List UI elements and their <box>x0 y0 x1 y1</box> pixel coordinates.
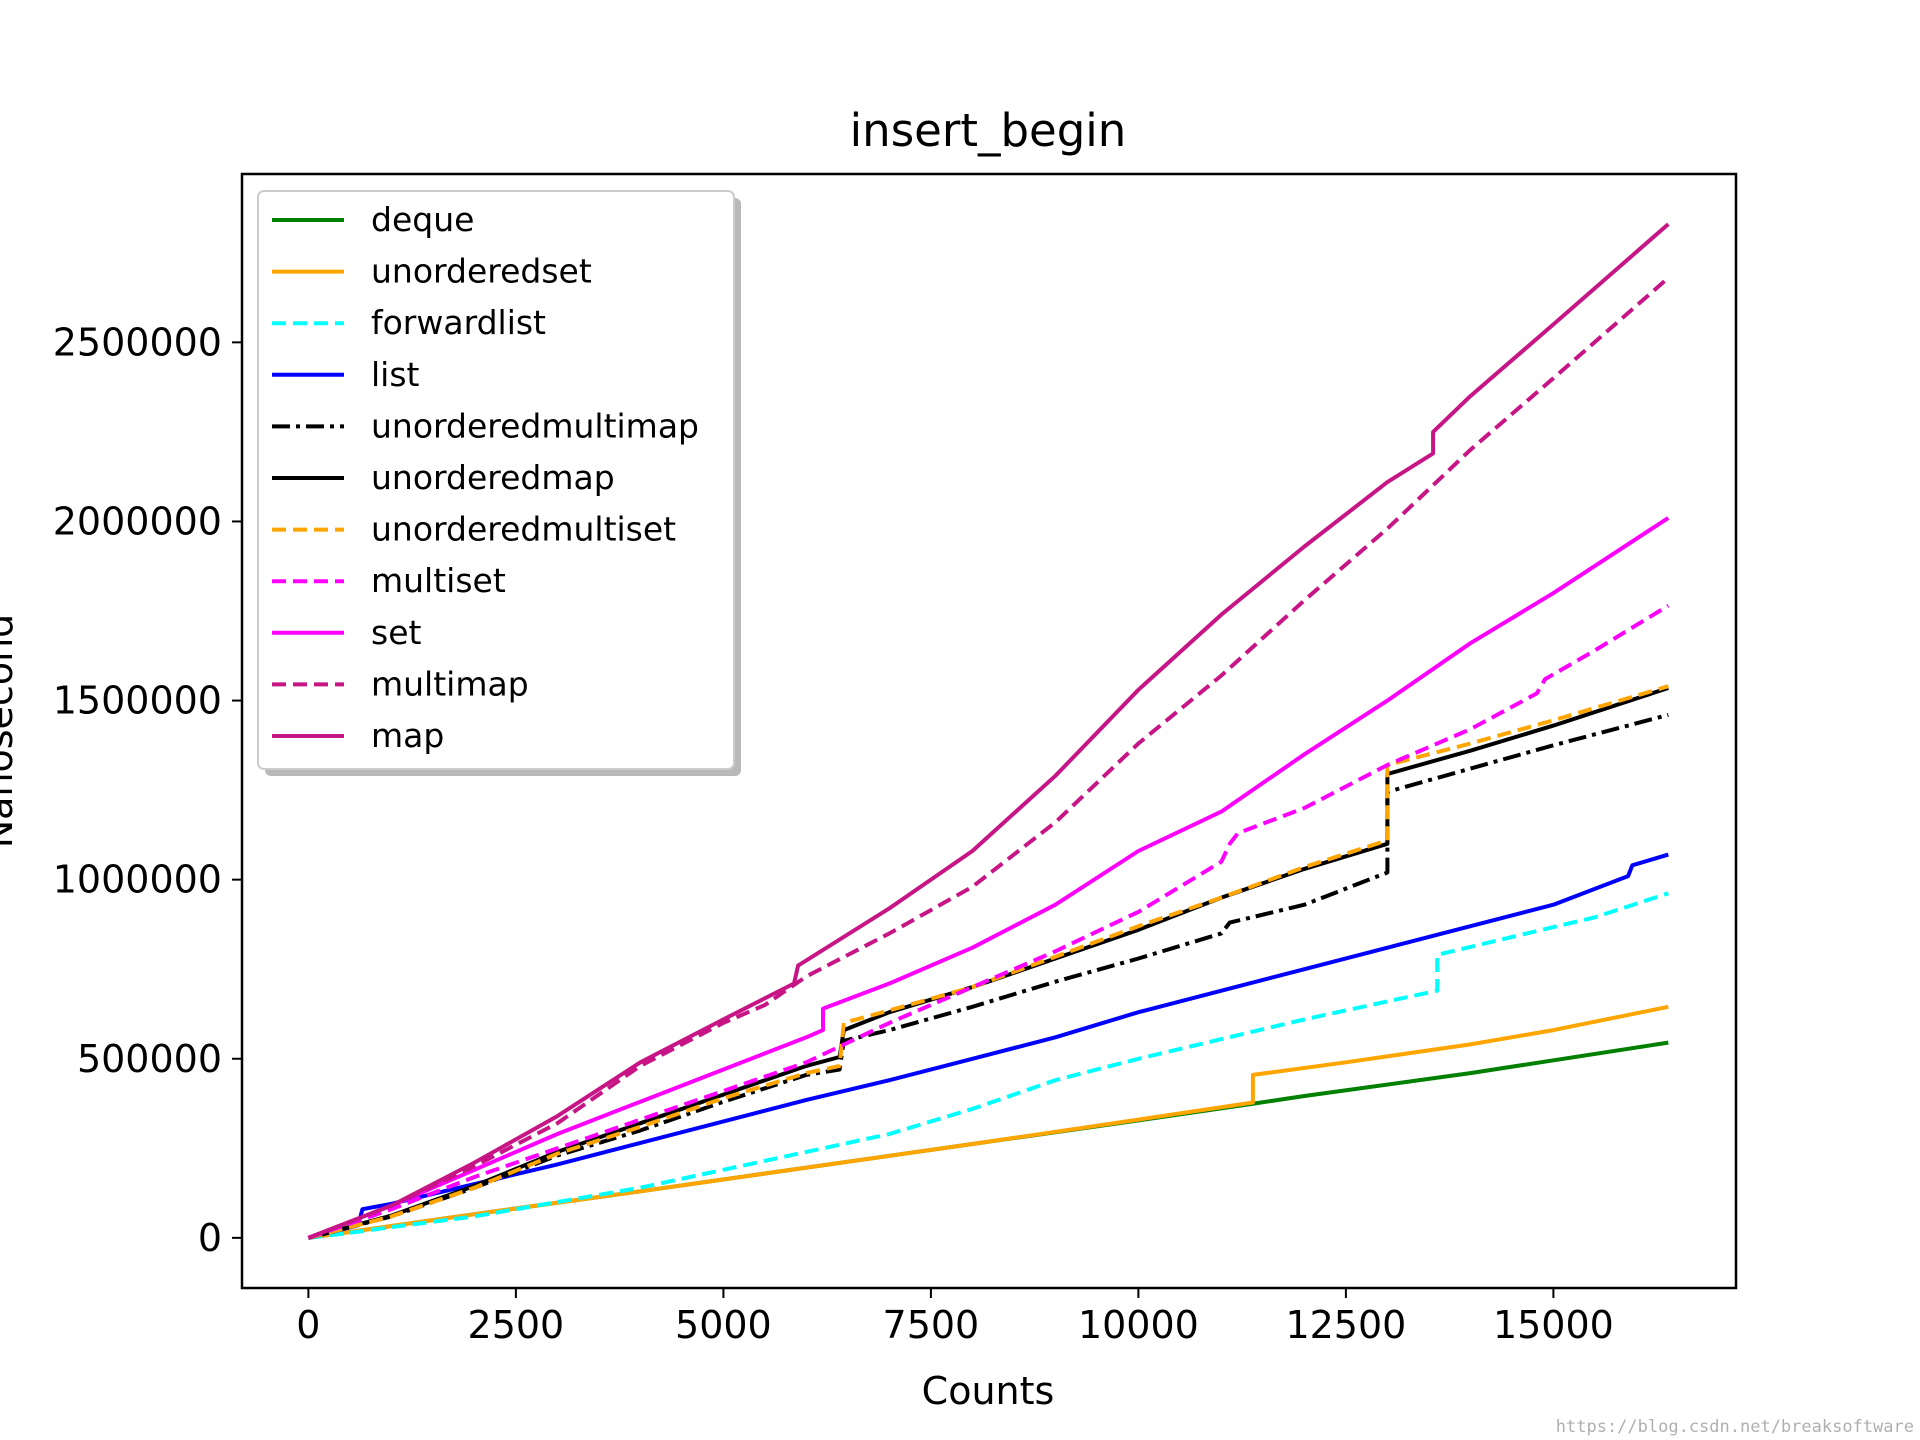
series-line-forwardlist <box>308 891 1669 1240</box>
plot-lines <box>307 222 1670 1240</box>
legend-label-unorderedmap: unorderedmap <box>371 458 615 497</box>
legend-label-forwardlist: forwardlist <box>371 303 546 342</box>
series-line-unorderedmultimap <box>307 712 1669 1240</box>
series-line-unorderedmultiset <box>307 684 1669 1240</box>
x-tick-label: 7500 <box>883 1303 980 1347</box>
y-tick-label: 2000000 <box>53 499 222 543</box>
series-line-set <box>307 516 1670 1240</box>
series-line-map <box>307 222 1670 1240</box>
x-tick-label: 12500 <box>1285 1303 1406 1347</box>
x-tick-label: 5000 <box>675 1303 772 1347</box>
x-tick-label: 15000 <box>1493 1303 1614 1347</box>
y-axis-ticks: 0 500000 1000000 1500000 2000000 2500000 <box>53 320 242 1260</box>
y-tick-label: 1500000 <box>53 679 222 723</box>
legend: deque unorderedset forwardlist list unordere… <box>257 190 741 776</box>
legend-label-map: map <box>371 716 444 755</box>
x-tick-label: 0 <box>296 1303 320 1347</box>
x-tick-label: 10000 <box>1078 1303 1199 1347</box>
legend-label-deque: deque <box>371 200 474 239</box>
legend-box <box>257 190 735 770</box>
series-line-unorderedset <box>308 1004 1669 1240</box>
series-line-multiset <box>307 603 1670 1240</box>
x-axis-ticks: 0 2500 5000 7500 10000 12500 15000 <box>296 1288 1614 1347</box>
legend-items: deque unorderedset forwardlist list unordere… <box>272 200 699 755</box>
y-tick-label: 1000000 <box>53 858 222 902</box>
x-axis-label: Counts <box>922 1369 1055 1413</box>
chart-title: insert_begin <box>850 104 1127 157</box>
legend-label-multiset: multiset <box>371 561 506 600</box>
watermark: https://blog.csdn.net/breaksoftware <box>1556 1417 1914 1437</box>
y-tick-label: 2500000 <box>53 320 222 364</box>
y-tick-label: 500000 <box>77 1037 222 1081</box>
legend-label-unorderedset: unorderedset <box>371 252 592 291</box>
legend-label-multimap: multimap <box>371 664 529 703</box>
series-line-multimap <box>307 276 1670 1240</box>
legend-label-unorderedmultiset: unorderedmultiset <box>371 510 676 549</box>
y-axis-label: Nanosecond <box>0 614 21 849</box>
legend-label-list: list <box>371 355 420 394</box>
plot-frame <box>240 172 1738 1290</box>
legend-label-set: set <box>371 613 421 652</box>
y-tick-label: 0 <box>198 1216 222 1260</box>
x-tick-label: 2500 <box>468 1303 565 1347</box>
legend-label-unorderedmultimap: unorderedmultimap <box>371 406 699 445</box>
